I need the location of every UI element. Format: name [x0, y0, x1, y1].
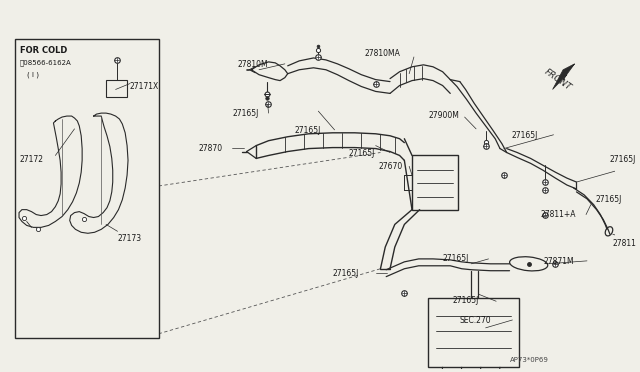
Bar: [428, 298, 519, 367]
Text: 27165J: 27165J: [596, 195, 622, 204]
Bar: [106, 80, 127, 97]
Text: 27165J: 27165J: [333, 269, 359, 278]
Text: 27165J: 27165J: [610, 155, 636, 164]
Text: Ⓝ08566-6162A: Ⓝ08566-6162A: [20, 59, 72, 65]
Polygon shape: [552, 64, 575, 89]
Text: 27165J: 27165J: [443, 254, 469, 263]
Text: SEC.270: SEC.270: [460, 316, 492, 325]
Text: 27900M: 27900M: [428, 111, 459, 120]
Text: FOR COLD: FOR COLD: [20, 46, 67, 55]
Text: 27171X: 27171X: [130, 81, 159, 91]
Text: 27165J: 27165J: [294, 126, 321, 135]
Text: 27165J: 27165J: [452, 296, 479, 305]
Text: 27810M: 27810M: [237, 60, 268, 69]
Text: 27871M: 27871M: [543, 257, 573, 266]
Text: 27165J: 27165J: [511, 131, 538, 140]
Text: 27810MA: 27810MA: [364, 49, 400, 58]
Text: FRONT: FRONT: [543, 67, 573, 92]
Text: 27165J: 27165J: [232, 109, 259, 118]
Text: ( I ): ( I ): [27, 72, 38, 78]
Text: 27811+A: 27811+A: [540, 210, 575, 219]
Text: 27811: 27811: [613, 239, 637, 248]
Bar: [412, 155, 458, 210]
Bar: [15, 39, 159, 338]
Text: 27870: 27870: [199, 144, 223, 153]
Text: 27173: 27173: [118, 234, 141, 243]
Text: 27670: 27670: [378, 162, 403, 171]
Text: AP73*0P69: AP73*0P69: [509, 357, 548, 363]
Text: 27172: 27172: [20, 155, 44, 164]
Text: 27165J: 27165J: [349, 148, 375, 158]
